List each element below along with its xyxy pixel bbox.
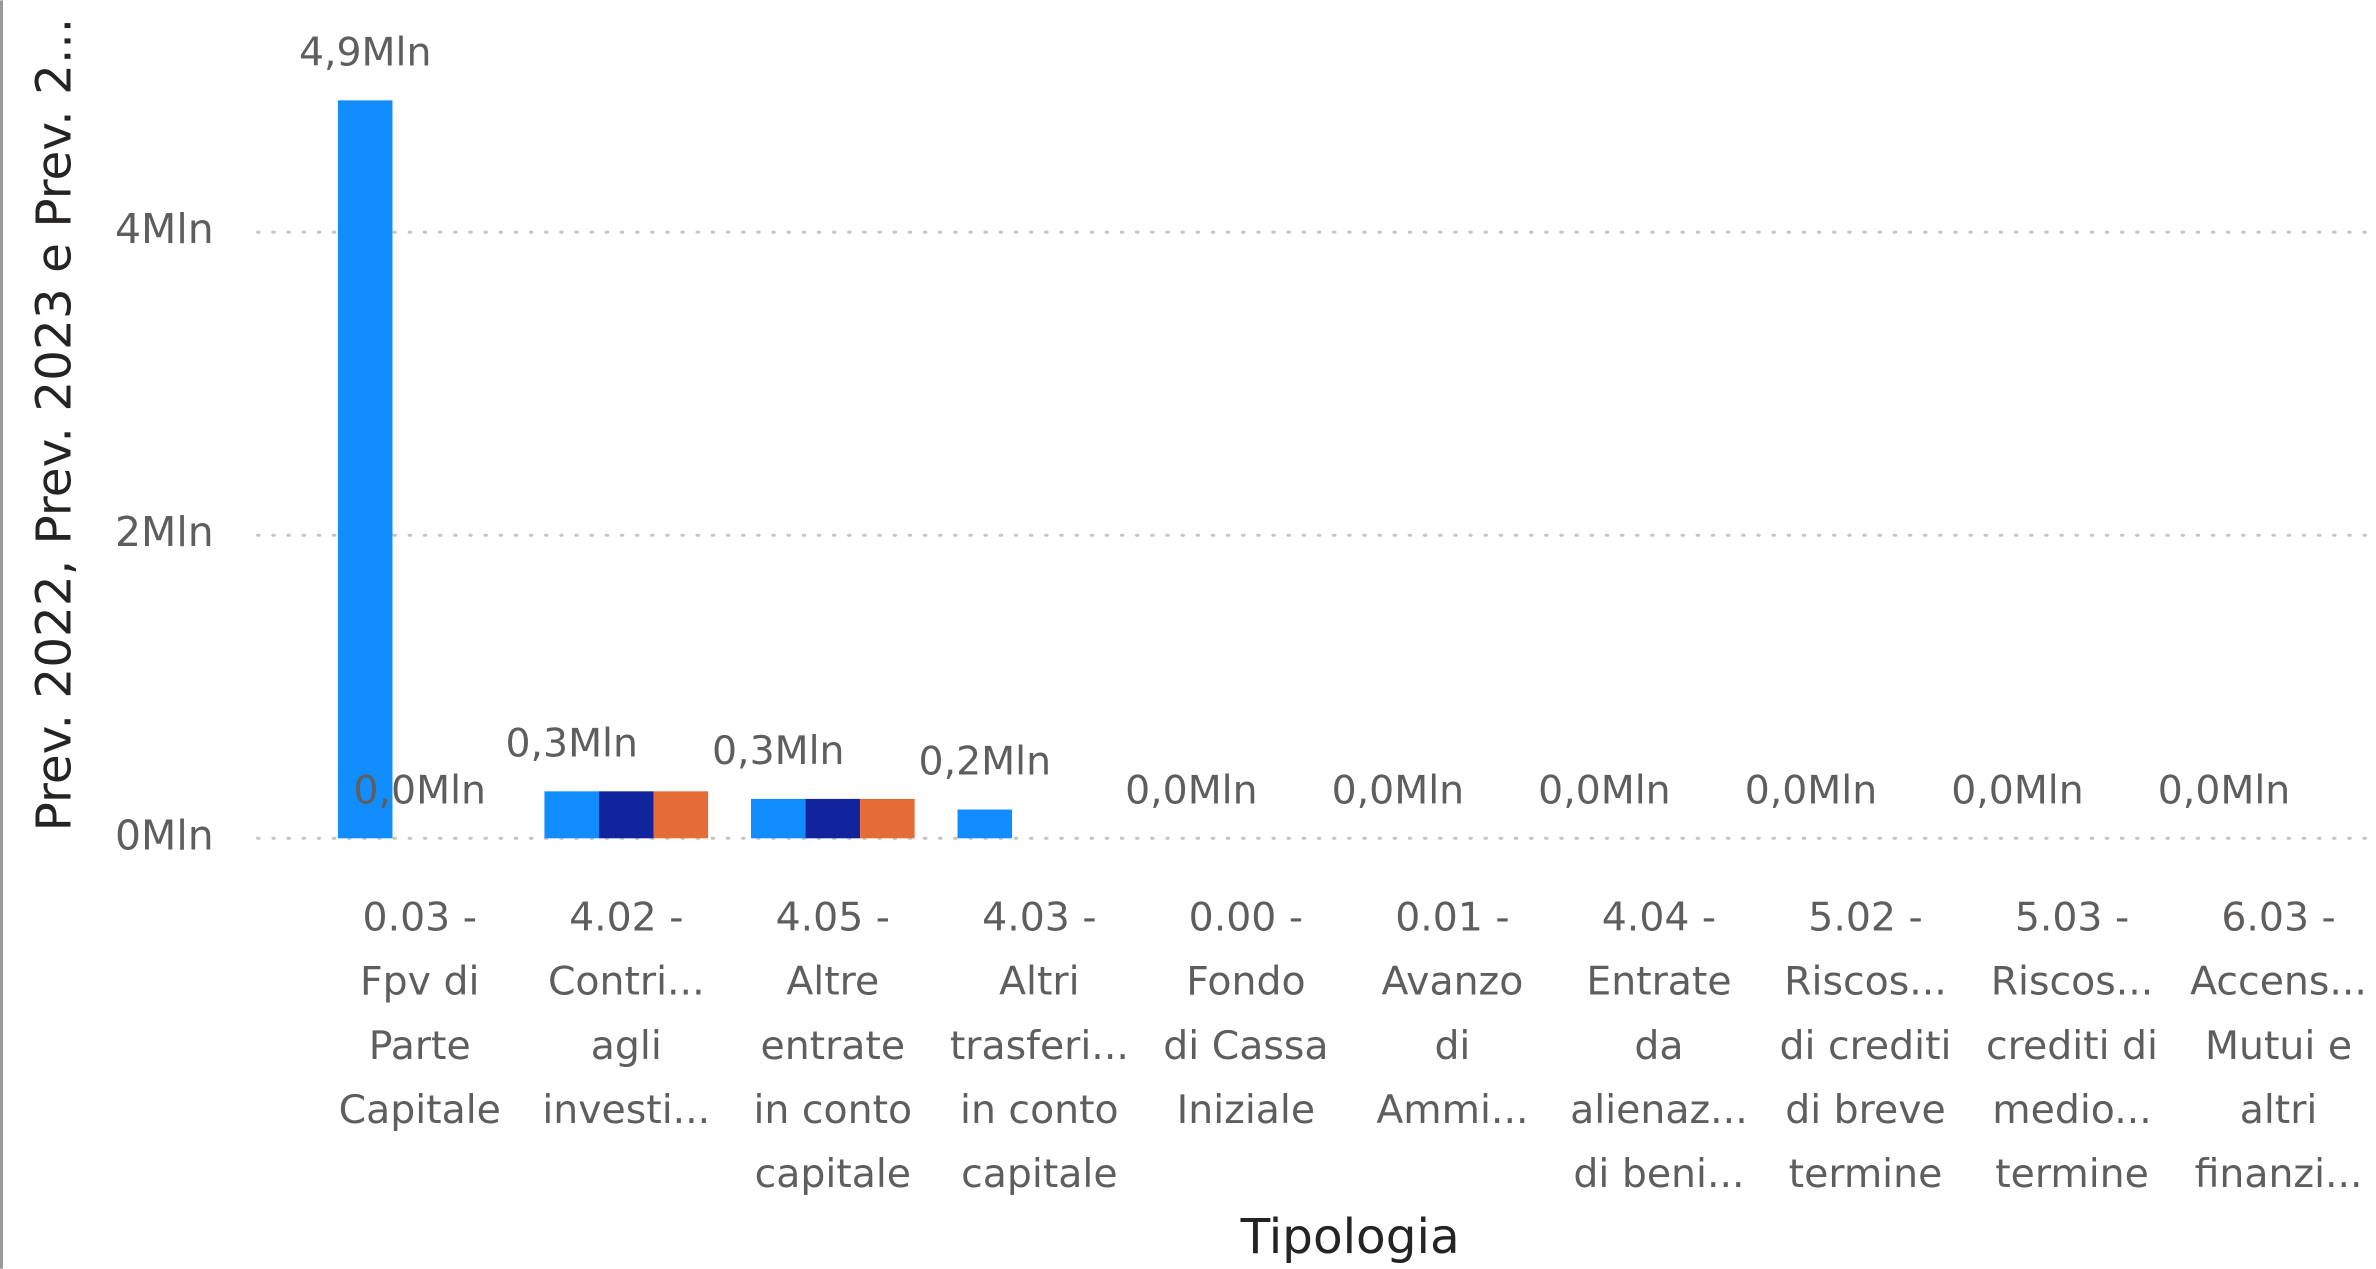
bar	[750, 798, 806, 839]
x-tick-label: 5.03 -	[2015, 895, 2129, 941]
y-axis-title: Prev. 2022, Prev. 2023 e Prev. 2...	[27, 18, 83, 832]
data-label: 0,2Mln	[919, 739, 1052, 785]
x-tick-label: 4.05 -	[776, 895, 890, 941]
x-tick-label: 4.04 -	[1602, 895, 1716, 941]
x-tick-label: Capitale	[339, 1087, 501, 1133]
x-tick-label: Iniziale	[1177, 1087, 1315, 1133]
x-tick-label: Entrate	[1586, 959, 1731, 1005]
data-label: 0,0Mln	[1745, 767, 1877, 813]
x-tick-label: altri	[2240, 1087, 2318, 1133]
x-tick-label: Avanzo	[1382, 959, 1524, 1005]
x-tick-label: capitale	[961, 1151, 1117, 1197]
bar	[337, 100, 393, 839]
x-tick-label: Fpv di	[360, 959, 479, 1005]
data-label: 0,0Mln	[1951, 767, 2084, 813]
x-tick-label: termine	[1789, 1151, 1943, 1197]
x-tick-label: 0.03 -	[363, 895, 477, 941]
x-tick-label: 0.01 -	[1395, 895, 1509, 941]
x-tick-label: termine	[1995, 1151, 2149, 1197]
x-tick-label: Parte	[369, 1023, 471, 1069]
x-tick-label: di	[1434, 1023, 1470, 1069]
y-tick-label: 2Mln	[115, 508, 214, 556]
x-tick-label: di Cassa	[1163, 1023, 1328, 1069]
bar	[860, 798, 915, 839]
data-label: 4,9Mln	[299, 29, 432, 75]
x-tick-label: 4.02 -	[569, 895, 683, 941]
x-tick-label: Fondo	[1186, 959, 1305, 1005]
x-tick-label: Riscos...	[1784, 959, 1947, 1005]
x-tick-label: trasferi...	[950, 1023, 1129, 1069]
x-axis-title: Tipologia	[1240, 1209, 1460, 1265]
x-tick-label: alienaz...	[1570, 1087, 1748, 1133]
bar	[544, 791, 600, 839]
x-tick-label: Mutui e	[2205, 1023, 2352, 1069]
x-tick-label: da	[1634, 1023, 1683, 1069]
x-tick-label: crediti di	[1986, 1023, 2158, 1069]
x-tick-label: 6.03 -	[2221, 895, 2335, 941]
x-tick-label: medio...	[1992, 1087, 2151, 1133]
data-label: 0,0Mln	[1538, 767, 1671, 813]
bar	[805, 798, 861, 839]
x-tick-label: finanzi...	[2195, 1151, 2363, 1197]
bar	[599, 791, 654, 839]
x-tick-label: in conto	[753, 1087, 912, 1133]
x-tick-label: entrate	[761, 1023, 906, 1069]
x-tick-label: Riscos...	[1991, 959, 2154, 1005]
bar	[957, 809, 1013, 839]
x-tick-label: di breve	[1785, 1087, 1946, 1133]
y-tick-label: 0Mln	[115, 811, 214, 859]
x-tick-label: agli	[591, 1023, 662, 1069]
x-tick-label: 5.02 -	[1808, 895, 1922, 941]
data-label: 0,3Mln	[712, 728, 845, 774]
x-tick-label: Altre	[786, 959, 879, 1005]
x-tick-label: in conto	[960, 1087, 1119, 1133]
y-tick-label: 4Mln	[115, 205, 214, 253]
x-tick-label: Ammi...	[1376, 1087, 1528, 1133]
data-label: 0,0Mln	[353, 767, 485, 813]
x-tick-label: 4.03 -	[982, 895, 1096, 941]
x-tick-label: Accens...	[2190, 959, 2367, 1005]
x-tick-label: di crediti	[1780, 1023, 1952, 1069]
data-label: 0,0Mln	[1332, 767, 1465, 813]
x-tick-label: Altri	[999, 959, 1079, 1005]
x-tick-label: 0.00 -	[1189, 895, 1303, 941]
x-tick-label: capitale	[755, 1151, 911, 1197]
x-tick-label: investi...	[542, 1087, 710, 1133]
data-label: 0,3Mln	[505, 720, 638, 766]
x-tick-label: Contri...	[548, 959, 705, 1005]
x-tick-label: di beni...	[1573, 1151, 1744, 1197]
data-label: 0,0Mln	[2158, 767, 2291, 813]
bar	[653, 791, 709, 839]
data-label: 0,0Mln	[1125, 767, 1258, 813]
